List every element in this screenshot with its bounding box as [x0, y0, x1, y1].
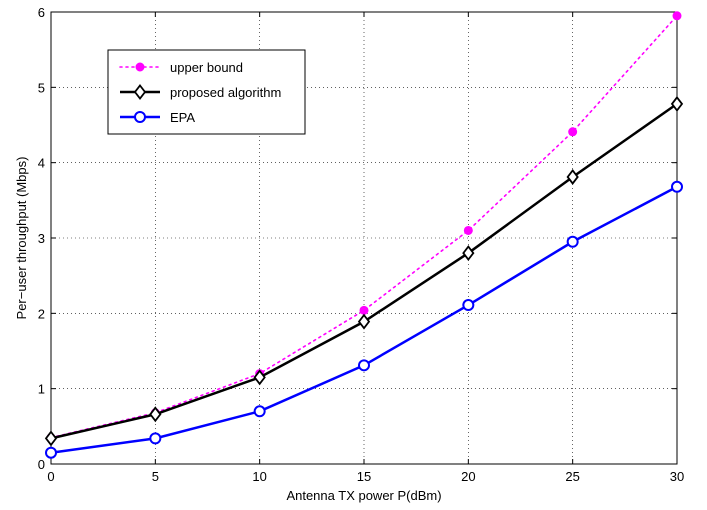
- data-point: [462, 245, 475, 262]
- y-tick-label: 1: [38, 382, 45, 397]
- data-point: [671, 180, 683, 193]
- x-tick-label: 20: [461, 469, 475, 484]
- legend-label: upper bound: [170, 60, 243, 75]
- x-tick-label: 5: [152, 469, 159, 484]
- data-point: [672, 11, 682, 21]
- data-point: [134, 111, 146, 123]
- x-tick-label: 15: [357, 469, 371, 484]
- data-point: [358, 359, 370, 372]
- x-tick-label: 10: [252, 469, 266, 484]
- data-point: [568, 127, 578, 137]
- legend: upper bound proposed algorithm EPA: [107, 49, 306, 135]
- legend-label: proposed algorithm: [170, 85, 281, 100]
- series-EPA: [45, 180, 683, 459]
- data-point: [566, 235, 579, 248]
- data-point: [670, 95, 684, 112]
- data-point: [149, 406, 162, 423]
- data-point: [359, 305, 369, 315]
- legend-item: upper bound: [119, 60, 243, 75]
- y-tick-label: 2: [38, 306, 45, 321]
- y-tick-label: 3: [38, 231, 45, 246]
- data-point: [253, 405, 266, 418]
- x-tick-label: 30: [670, 469, 684, 484]
- x-tick-label: 0: [47, 469, 54, 484]
- data-point: [44, 430, 58, 447]
- series-group: [44, 11, 684, 459]
- data-point: [45, 446, 57, 459]
- y-tick-label: 5: [38, 80, 45, 95]
- data-point: [463, 225, 473, 235]
- data-point: [566, 169, 579, 185]
- axis-ticks: 0 5 10 15 20 25 30 0 1 2 3 4 5 6: [38, 5, 684, 484]
- data-point: [253, 369, 266, 386]
- data-point: [357, 313, 371, 330]
- data-point: [135, 62, 145, 72]
- y-tick-label: 0: [38, 457, 45, 472]
- data-point: [149, 432, 162, 445]
- data-point: [462, 299, 475, 312]
- data-point: [133, 84, 147, 100]
- y-tick-label: 6: [38, 5, 45, 20]
- legend-label: EPA: [170, 110, 195, 125]
- series-proposed-algorithm: [44, 95, 684, 447]
- x-axis-label: Antenna TX power P(dBm): [286, 488, 441, 503]
- y-axis-label: Per−user throughput (Mbps): [14, 157, 29, 320]
- legend-item: EPA: [120, 110, 195, 125]
- legend-item: proposed algorithm: [120, 84, 281, 100]
- y-tick-label: 4: [38, 156, 45, 171]
- x-tick-label: 25: [565, 469, 579, 484]
